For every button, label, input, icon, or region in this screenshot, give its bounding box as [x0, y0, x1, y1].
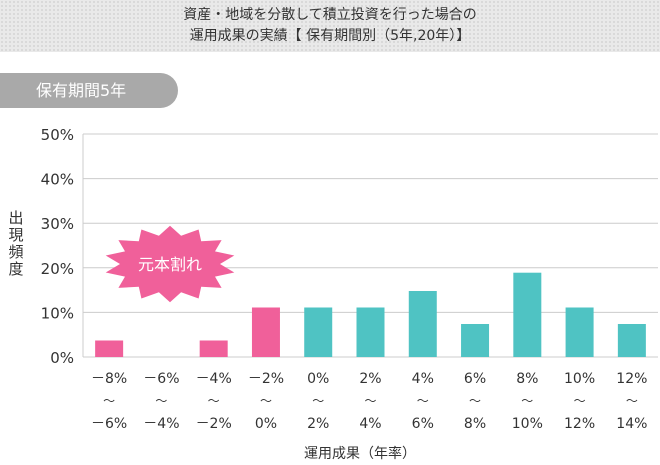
x-tick-tilde: ～ [469, 394, 481, 408]
holding-period-tab[interactable]: 保有期間5年 [0, 73, 178, 108]
y-axis-label-char: 現 [8, 226, 24, 244]
bar [356, 307, 385, 357]
x-axis-label: 運用成果（年率） [304, 446, 416, 462]
x-tick-label-to: －6% [91, 416, 127, 432]
y-tick-label: 10% [41, 304, 74, 322]
y-tick-label: 20% [41, 260, 74, 278]
y-tick-label: 50% [41, 126, 74, 144]
bar [461, 323, 490, 357]
x-tick-tilde: ～ [155, 394, 167, 408]
x-tick-label-to: 10% [512, 416, 543, 432]
x-tick-tilde: ～ [260, 394, 272, 408]
x-tick-label-from: 6% [464, 371, 486, 387]
header-line-1: 資産・地域を分散して積立投資を行った場合の [183, 7, 477, 23]
x-tick-label-from: 8% [516, 371, 538, 387]
x-tick-tilde: ～ [208, 394, 220, 408]
y-axis-label-char: 出 [8, 209, 24, 227]
x-tick-label-to: 12% [564, 416, 595, 432]
x-tick-label-to: 8% [464, 416, 486, 432]
x-tick-label-to: 14% [616, 416, 647, 432]
x-tick-label-to: －2% [196, 416, 232, 432]
y-tick-label: 30% [41, 215, 74, 233]
y-tick-label: 40% [41, 171, 74, 189]
bar [565, 307, 594, 357]
x-tick-tilde: ～ [312, 394, 324, 408]
x-tick-label-from: －2% [248, 371, 284, 387]
x-tick-label-from: －6% [143, 371, 179, 387]
bar [408, 290, 437, 357]
x-tick-label-to: 6% [412, 416, 434, 432]
x-tick-label-from: 0% [307, 371, 329, 387]
y-tick-label: 0% [50, 349, 74, 367]
bar [513, 272, 542, 357]
bar [199, 340, 228, 357]
x-tick-label-from: 12% [616, 371, 647, 387]
x-tick-tilde: ～ [103, 394, 115, 408]
header-line-2: 運用成果の実績【 保有期間別（5年,20年）】 [189, 28, 471, 44]
loss-starburst-badge [105, 225, 235, 303]
x-tick-tilde: ～ [574, 394, 586, 408]
bar [251, 307, 280, 357]
chart-header: 資産・地域を分散して積立投資を行った場合の 運用成果の実績【 保有期間別（5年,… [0, 0, 660, 52]
bar [304, 307, 333, 357]
y-axis-label-char: 度 [8, 260, 24, 278]
x-tick-tilde: ～ [417, 394, 429, 408]
x-tick-tilde: ～ [364, 394, 376, 408]
x-tick-label-to: 0% [255, 416, 277, 432]
x-tick-label-from: －4% [196, 371, 232, 387]
y-axis-label-char: 頻 [8, 243, 24, 261]
x-tick-label-to: －4% [143, 416, 179, 432]
bar [95, 340, 124, 357]
x-tick-label-from: 2% [359, 371, 381, 387]
x-tick-tilde: ～ [626, 394, 638, 408]
bar [617, 323, 646, 357]
x-tick-label-to: 2% [307, 416, 329, 432]
x-tick-label-from: 10% [564, 371, 595, 387]
x-tick-label-from: 4% [412, 371, 434, 387]
x-tick-label-from: －8% [91, 371, 127, 387]
y-axis-label: 出現頻度 [6, 210, 26, 278]
x-tick-label-to: 4% [359, 416, 381, 432]
loss-badge-label: 元本割れ [138, 255, 202, 274]
x-tick-tilde: ～ [521, 394, 533, 408]
